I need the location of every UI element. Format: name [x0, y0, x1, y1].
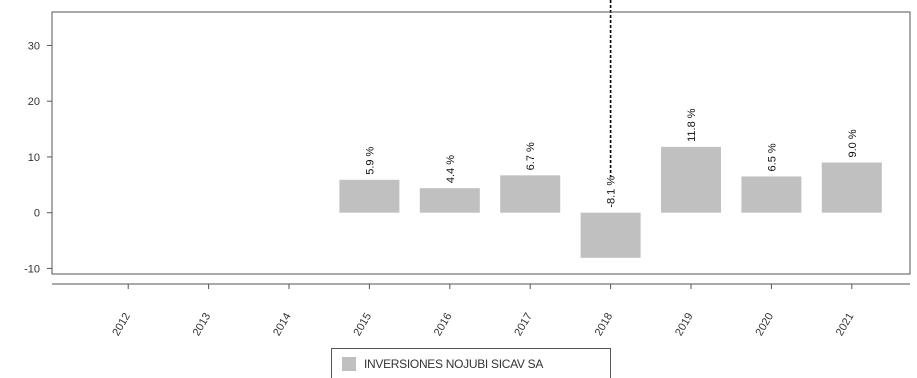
- x-tick-label: 2014: [271, 311, 294, 338]
- y-tick-label: 20: [28, 96, 40, 108]
- x-tick-label: 2012: [110, 311, 133, 338]
- data-label: -8.1 %: [606, 176, 618, 208]
- bar: [661, 146, 721, 213]
- bar: [580, 212, 641, 258]
- x-tick-label: 2017: [512, 311, 535, 338]
- data-label: 4.4 %: [445, 155, 457, 183]
- data-label: 5.9 %: [364, 146, 376, 174]
- plot-frame: [51, 11, 911, 275]
- bar: [419, 188, 480, 213]
- legend-label: INVERSIONES NOJUBI SICAV SA: [364, 356, 544, 371]
- y-tick-label: 0: [34, 208, 40, 220]
- bar: [339, 179, 400, 213]
- x-tick-label: 2019: [673, 311, 696, 338]
- data-label: 6.7 %: [525, 142, 537, 170]
- y-tick-label: 10: [28, 152, 40, 164]
- data-labels: 5.9 % 4.4 % 6.7 % -8.1 % 11.8 % 6.5 % 9.0 %: [364, 108, 858, 207]
- y-tick-label: 30: [28, 40, 40, 52]
- bar: [821, 162, 882, 213]
- data-label: 6.5 %: [766, 143, 778, 171]
- legend-swatch: [342, 356, 356, 371]
- x-tick-label: 2016: [432, 311, 455, 338]
- y-axis: -10 0 10 20 30: [24, 40, 52, 275]
- bar: [500, 175, 561, 213]
- bar-series: [339, 146, 882, 258]
- data-label: 9.0 %: [847, 129, 859, 157]
- x-tick-label: 2013: [191, 311, 214, 338]
- x-axis: 2012 2013 2014 2015 2016 2017 2018 2019 2020 2021: [52, 283, 910, 338]
- bar: [741, 176, 802, 213]
- x-tick-label: 2021: [834, 311, 857, 338]
- legend: INVERSIONES NOJUBI SICAV SA: [331, 348, 611, 378]
- x-tick-label: 2018: [593, 311, 616, 338]
- x-tick-label: 2015: [351, 311, 374, 338]
- x-tick-label: 2020: [753, 311, 776, 338]
- data-label: 11.8 %: [686, 108, 698, 142]
- y-tick-label: -10: [24, 263, 40, 275]
